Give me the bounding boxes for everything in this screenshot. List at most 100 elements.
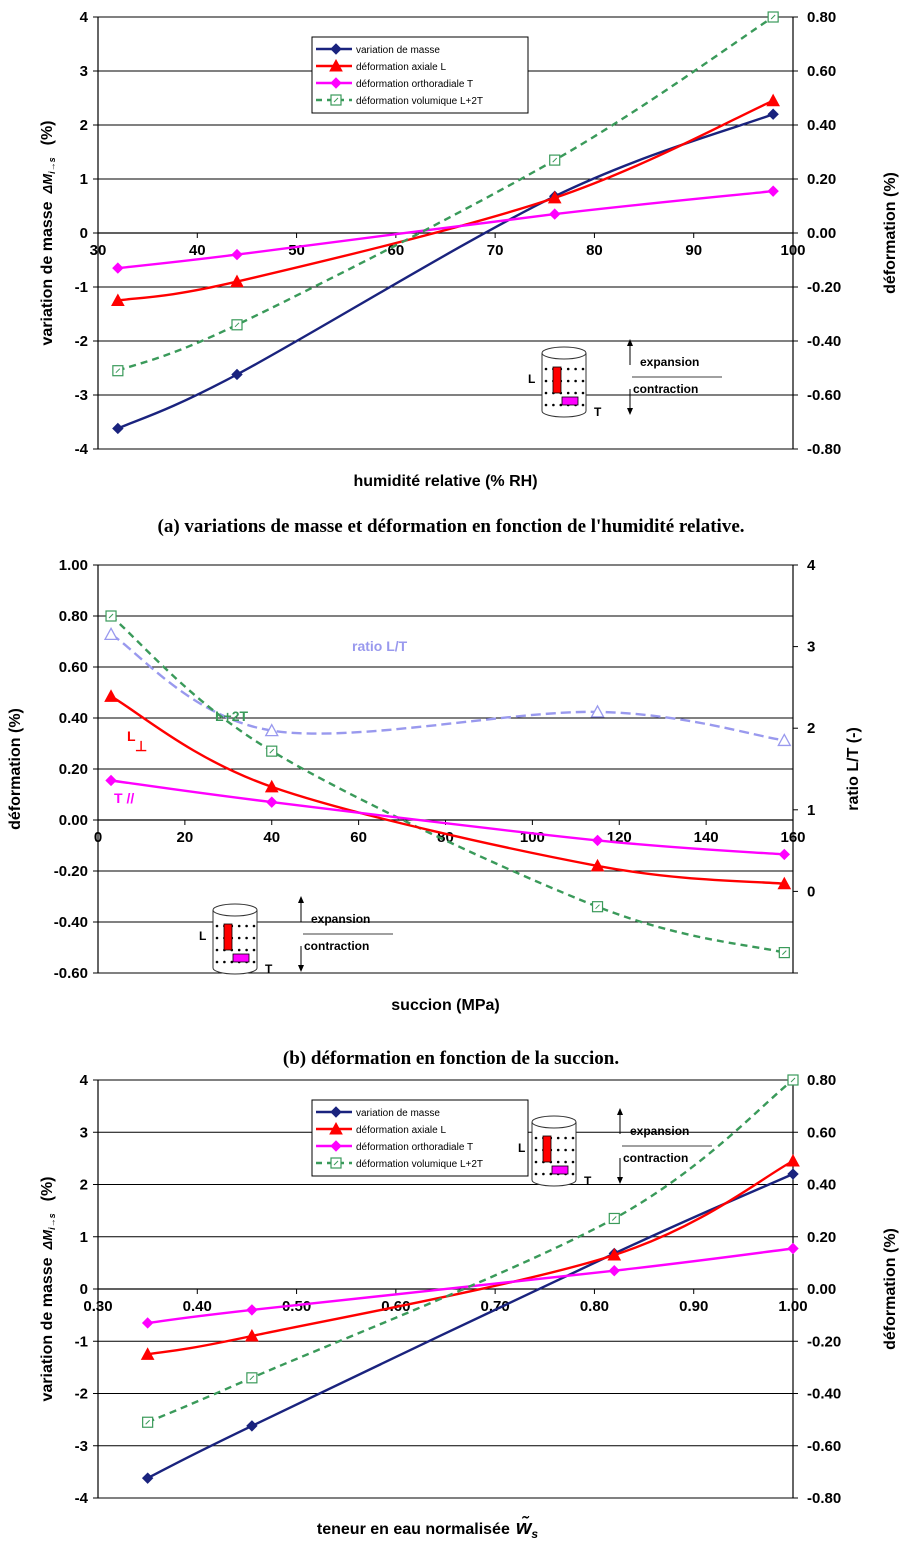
chart-c-inset-dot: [571, 1160, 575, 1164]
chart-c-xlabel: teneur en eau normalisée w̃s: [317, 1515, 539, 1541]
chart-b-inset-contraction-label: contraction: [304, 939, 369, 953]
chart-b-ytick-label: 0.80: [59, 608, 88, 625]
chart-c-legend-marker: [330, 1140, 342, 1152]
chart-a-ytick-label: 3: [80, 63, 88, 80]
chart-b-inset-dot: [223, 960, 226, 964]
chart-c-legend-label: déformation orthoradiale T: [356, 1142, 473, 1153]
chart-c-inset-dot: [571, 1172, 575, 1176]
chart-a-y2tick-label: -0.20: [807, 279, 841, 296]
chart-b-inset-T-label: T: [265, 962, 273, 976]
chart-b-inset-dot: [245, 948, 248, 952]
chart-b-series-3-point: [105, 774, 117, 787]
chart-c-series-3-point-tick: [249, 1375, 255, 1381]
chart-b-inset-L-label: L: [199, 929, 206, 943]
chart-c-xtick-label: 0.80: [580, 1298, 609, 1315]
chart-b-series-0: [103, 627, 792, 747]
chart-b-series-1-point-tick: [108, 613, 114, 619]
chart-a-ytick-label: 2: [80, 117, 88, 134]
chart-c-y2tick-label: -0.80: [807, 1490, 841, 1507]
chart-b-inset-dot: [245, 924, 248, 928]
chart-a-series-3-point-tick: [770, 14, 776, 20]
chart-c-inset-dot: [571, 1136, 575, 1140]
chart-c-xtick-label: 0.70: [481, 1298, 510, 1315]
chart-b-curvelabel-Lsym: ⊥: [135, 738, 147, 754]
chart-b-xtick-label: 40: [263, 829, 280, 846]
chart-b-series-1-point-tick: [781, 950, 787, 955]
chart-b-xtick-label: 0: [94, 829, 102, 846]
chart-a-series-3-line: [117, 15, 774, 372]
chart-a-xtick-label: 90: [685, 242, 702, 259]
chart-c-series-3-point-tick: [790, 1077, 796, 1083]
chart-c-ytick-label: 3: [80, 1124, 88, 1141]
chart-c-inset-expansion-label: expansion: [630, 1124, 689, 1138]
chart-a-series-1-point: [230, 274, 244, 288]
chart-a-inset-contraction-label: contraction: [633, 382, 698, 396]
chart-b-inset-arrowhead-up: [298, 896, 304, 903]
chart-b-ylabel: déformation (%): [7, 708, 24, 830]
chart-c-series-1: [140, 1153, 800, 1360]
chart-a-inset-dot: [544, 367, 548, 371]
chart-c-inset-dot: [564, 1160, 567, 1164]
chart-c-inset-dot: [571, 1148, 575, 1152]
chart-a-inset-L-label: L: [528, 372, 535, 386]
chart-a-series-2-line: [117, 189, 774, 270]
chart-a-series-1-point: [111, 293, 125, 306]
chart-b-series-0-point: [264, 723, 279, 737]
chart-c-y2label: déformation (%): [882, 1228, 899, 1350]
chart-c-inset-L-label: L: [518, 1141, 525, 1155]
chart-a-ytick-label: -1: [75, 279, 88, 296]
chart-a-legend-marker: [330, 43, 342, 55]
chart-c-inset-T-label: T: [584, 1174, 592, 1188]
chart-c-y2tick-label: -0.20: [807, 1333, 841, 1350]
chart-c-legend-marker: [330, 1106, 342, 1118]
chart-b-inset-L-block: [223, 923, 233, 951]
chart-a-inset-dot: [574, 379, 577, 383]
chart-a-xlabel: humidité relative (% RH): [353, 473, 537, 490]
chart-a-ytick-label: -2: [75, 333, 88, 350]
chart-a-y2tick-label: 0.00: [807, 225, 836, 242]
chart-c-series-1-line: [147, 1159, 794, 1356]
chart-c-series-0-point: [246, 1420, 258, 1432]
chart-a-xtick-label: 30: [90, 242, 107, 259]
chart-b-series-1-point-tick: [595, 904, 600, 910]
chart-b-series-0-point: [590, 704, 605, 718]
chart-a-legend-marker-tick: [333, 97, 339, 103]
chart-a-series-2-point: [112, 262, 124, 274]
chart-a-inset-arrowhead-up: [627, 339, 633, 346]
chart-b-inset-dot: [252, 936, 256, 940]
chart-c-inset-dot: [556, 1160, 560, 1164]
chart-c-ylabel-symbol: ΔM: [40, 1229, 55, 1251]
chart-a-inset-arrowhead-down: [627, 408, 633, 415]
chart-c-inset-dot: [534, 1136, 538, 1140]
chart-a-ytick-label: -3: [75, 387, 88, 404]
chart-c-series-1-point: [607, 1247, 622, 1261]
chart-c-series-3-point-tick: [145, 1419, 150, 1425]
chart-b-series-2-line: [110, 695, 785, 885]
chart-c-inset-T-block: [551, 1165, 569, 1175]
chart-a-y2tick-label: -0.80: [807, 441, 841, 458]
chart-b-ytick-label: 0.20: [59, 761, 88, 778]
chart-a-inset-T-label: T: [594, 405, 602, 419]
chart-c-inset-arrowhead-down: [617, 1177, 623, 1184]
chart-a-inset-T-block: [561, 396, 579, 406]
chart-b-series-2-point: [590, 858, 605, 872]
chart-b-curvelabel-l2t: L+2T: [215, 708, 249, 724]
chart-c-ytick-label: -2: [75, 1386, 88, 1403]
chart-c-inset-cylinder-top: [531, 1115, 577, 1129]
chart-b-inset-dot: [252, 960, 256, 964]
chart-b-ytick-label: 0.60: [59, 659, 88, 676]
chart-b-y2tick-label: 3: [807, 639, 815, 656]
chart-c-y2tick-label: 0.60: [807, 1124, 836, 1141]
chart-b-series-3-point: [778, 848, 791, 861]
chart-c-inset-dot: [549, 1172, 553, 1176]
chart-b-inset-expansion-label: expansion: [311, 912, 370, 926]
chart-a-y2tick-label: 0.20: [807, 171, 836, 188]
chart-a-series-3-point-tick: [552, 157, 558, 163]
chart-c-series-0: [141, 1168, 799, 1484]
chart-b-y2tick-label: 2: [807, 720, 815, 737]
chart-b-series-0-point: [777, 733, 792, 747]
chart-a-series-1-point: [766, 93, 780, 107]
chart-c-inset-dot: [556, 1148, 560, 1152]
chart-c-inset-dot: [534, 1172, 538, 1176]
chart-c-y2tick-label: -0.60: [807, 1438, 841, 1455]
